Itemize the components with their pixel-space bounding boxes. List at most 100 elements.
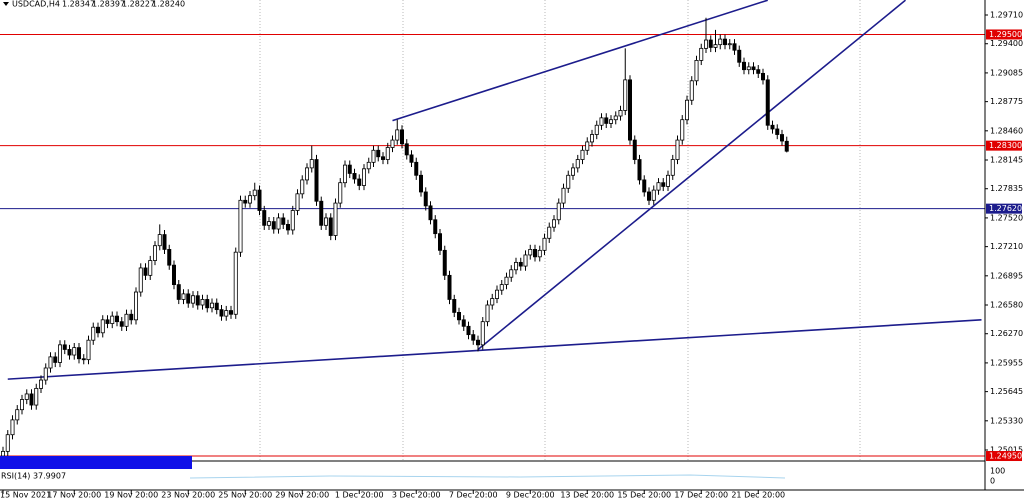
candle-body (780, 134, 785, 142)
candle-body (219, 309, 224, 317)
candle-body (666, 174, 671, 187)
candle-body (19, 399, 24, 411)
candle-body (594, 124, 599, 135)
candle-body (133, 291, 138, 321)
candle-body (428, 205, 433, 221)
candle-body (100, 319, 105, 334)
candle-body (471, 334, 476, 341)
candle-body (91, 326, 96, 341)
trendline (7, 319, 982, 380)
candle-body (96, 326, 101, 334)
candle-body (72, 347, 77, 356)
candle-body (328, 217, 333, 236)
candle-body (167, 249, 172, 266)
y-tick-label: 1.27210 (990, 242, 1023, 251)
x-tick-label: 19 Nov 20:00 (104, 491, 158, 500)
candle-body (243, 199, 248, 204)
level-label-box (986, 140, 1022, 151)
candle-body (176, 284, 181, 300)
candle-body (746, 66, 751, 71)
candle-body (442, 249, 447, 276)
candle-body (352, 173, 357, 180)
x-tick-label: 17 Nov 20:00 (47, 491, 101, 500)
y-tick-label: 1.25645 (990, 387, 1023, 396)
y-tick-label: 1.27520 (990, 213, 1023, 222)
x-tick-label: 3 Dec 20:00 (392, 491, 441, 500)
x-tick-label: 7 Dec 20:00 (449, 491, 498, 500)
x-tick-label: 21 Dec 20:00 (731, 491, 785, 500)
candle-body (62, 344, 67, 350)
candle-body (414, 161, 419, 176)
candle-body (399, 129, 404, 145)
last-high: 1.28397 (92, 0, 125, 9)
candle-body (447, 274, 452, 300)
level-label: 1.24950 (989, 452, 1022, 461)
candle-body (689, 80, 694, 101)
candle-body (10, 419, 15, 436)
candle-body (5, 434, 10, 452)
indicator-line (189, 474, 786, 479)
candle-body (228, 310, 233, 315)
candle-body (566, 174, 571, 189)
candle-body (699, 47, 704, 61)
candle-body (39, 379, 44, 389)
candle-body (461, 319, 466, 327)
level-label: 1.29500 (989, 30, 1022, 39)
candle-body (86, 339, 91, 361)
candle-body (323, 217, 328, 226)
candle-body (371, 149, 376, 163)
candle-body (162, 234, 167, 250)
candle-body (561, 187, 566, 204)
candle-body (224, 310, 229, 317)
candle-body (276, 217, 281, 230)
menu-arrow[interactable] (3, 2, 9, 6)
x-tick-label: 1 Dec 20:00 (335, 491, 384, 500)
y-tick-label: 1.26580 (990, 300, 1023, 309)
candle-body (418, 174, 423, 193)
candle-body (295, 193, 300, 211)
candle-body (129, 313, 134, 321)
candle-body (247, 195, 252, 204)
candle-body (361, 168, 366, 186)
candle-body (190, 295, 195, 304)
candle-body (409, 154, 414, 163)
candle-body (656, 182, 661, 191)
candle-body (480, 321, 485, 346)
candle-body (138, 267, 143, 293)
level-label-box (986, 29, 1022, 40)
candle-body (195, 295, 200, 306)
candle-body (618, 110, 623, 117)
x-tick-label: 15 Nov 2021 (0, 491, 51, 500)
candle-body (509, 269, 514, 278)
candle-body (314, 159, 319, 202)
candle-body (751, 66, 756, 71)
candle-body (556, 202, 561, 221)
candle-body (124, 313, 129, 327)
last-low: 1.28227 (122, 0, 155, 9)
level-label-box (986, 203, 1022, 214)
candle-body (437, 233, 442, 251)
candle-body (708, 39, 713, 48)
candle-body (319, 200, 324, 226)
candle-body (685, 99, 690, 121)
candle-body (309, 159, 314, 169)
candle-body (784, 140, 789, 152)
plot-area (0, 0, 985, 460)
candle-body (727, 43, 732, 46)
candle-body (271, 221, 276, 230)
candle-body (761, 72, 766, 81)
candle-body (53, 356, 58, 363)
candle-body (765, 79, 770, 126)
candle-body (238, 199, 243, 253)
candle-body (281, 217, 286, 225)
candle-body (723, 38, 728, 46)
candle-body (257, 189, 262, 211)
y-tick-label: 1.26895 (990, 271, 1023, 280)
candle-body (58, 344, 63, 363)
candle-body (423, 191, 428, 207)
candle-body (642, 179, 647, 193)
indicator-bar (0, 456, 192, 469)
candle-body (119, 321, 124, 327)
last-open: 1.28347 (62, 0, 95, 9)
